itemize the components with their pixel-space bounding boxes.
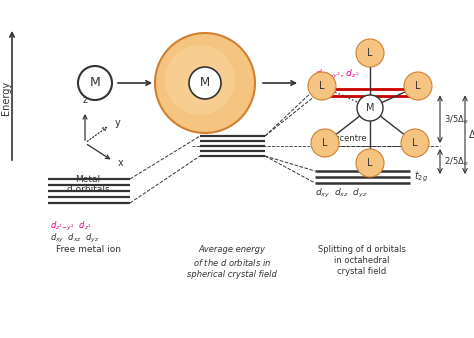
- Text: Splitting of d orbitals
in octahedral
crystal field: Splitting of d orbitals in octahedral cr…: [318, 245, 406, 276]
- Text: 3/5Δ$_o$: 3/5Δ$_o$: [444, 113, 469, 125]
- Circle shape: [401, 129, 429, 157]
- Text: L: L: [322, 138, 328, 148]
- Text: L: L: [415, 81, 421, 91]
- Text: Barycentre: Barycentre: [320, 134, 366, 143]
- Text: t$_{2g}$: t$_{2g}$: [414, 170, 428, 184]
- Circle shape: [189, 67, 221, 99]
- Text: $d_{xy}$  $d_{xz}$  $d_{yz}$: $d_{xy}$ $d_{xz}$ $d_{yz}$: [50, 232, 99, 245]
- Text: Metal
d orbitals: Metal d orbitals: [67, 175, 109, 194]
- Text: M: M: [200, 76, 210, 90]
- Text: L: L: [319, 81, 325, 91]
- Text: Average energy
of the $d$ orbitals in
spherical crystal field: Average energy of the $d$ orbitals in sp…: [187, 245, 277, 279]
- Circle shape: [404, 72, 432, 100]
- Text: 2/5Δ$_o$: 2/5Δ$_o$: [444, 155, 469, 168]
- Circle shape: [155, 33, 255, 133]
- Text: x: x: [118, 158, 124, 168]
- Text: Free metal ion: Free metal ion: [56, 245, 121, 254]
- Circle shape: [311, 129, 339, 157]
- Text: y: y: [115, 118, 121, 128]
- Circle shape: [308, 72, 336, 100]
- Text: $d_{xy}$  $d_{xz}$  $d_{yz}$: $d_{xy}$ $d_{xz}$ $d_{yz}$: [315, 187, 368, 200]
- Circle shape: [356, 149, 384, 177]
- Text: $d_{z^2\!-\!y^2}$  $d_{z^2}$: $d_{z^2\!-\!y^2}$ $d_{z^2}$: [50, 220, 92, 233]
- Text: L: L: [367, 48, 373, 58]
- Text: M: M: [366, 103, 374, 113]
- Text: $d_{z^2\!-\!y^2}$, $d_{z^2}$: $d_{z^2\!-\!y^2}$, $d_{z^2}$: [315, 68, 360, 81]
- Circle shape: [78, 66, 112, 100]
- Text: z: z: [82, 95, 88, 105]
- Circle shape: [356, 39, 384, 67]
- Circle shape: [357, 95, 383, 121]
- Text: Δ$_o$: Δ$_o$: [468, 128, 474, 142]
- Text: M: M: [90, 76, 100, 90]
- Text: L: L: [412, 138, 418, 148]
- Circle shape: [165, 45, 235, 115]
- Text: L: L: [367, 158, 373, 168]
- Text: e$_g$: e$_g$: [414, 86, 427, 99]
- Text: Energy: Energy: [1, 81, 11, 115]
